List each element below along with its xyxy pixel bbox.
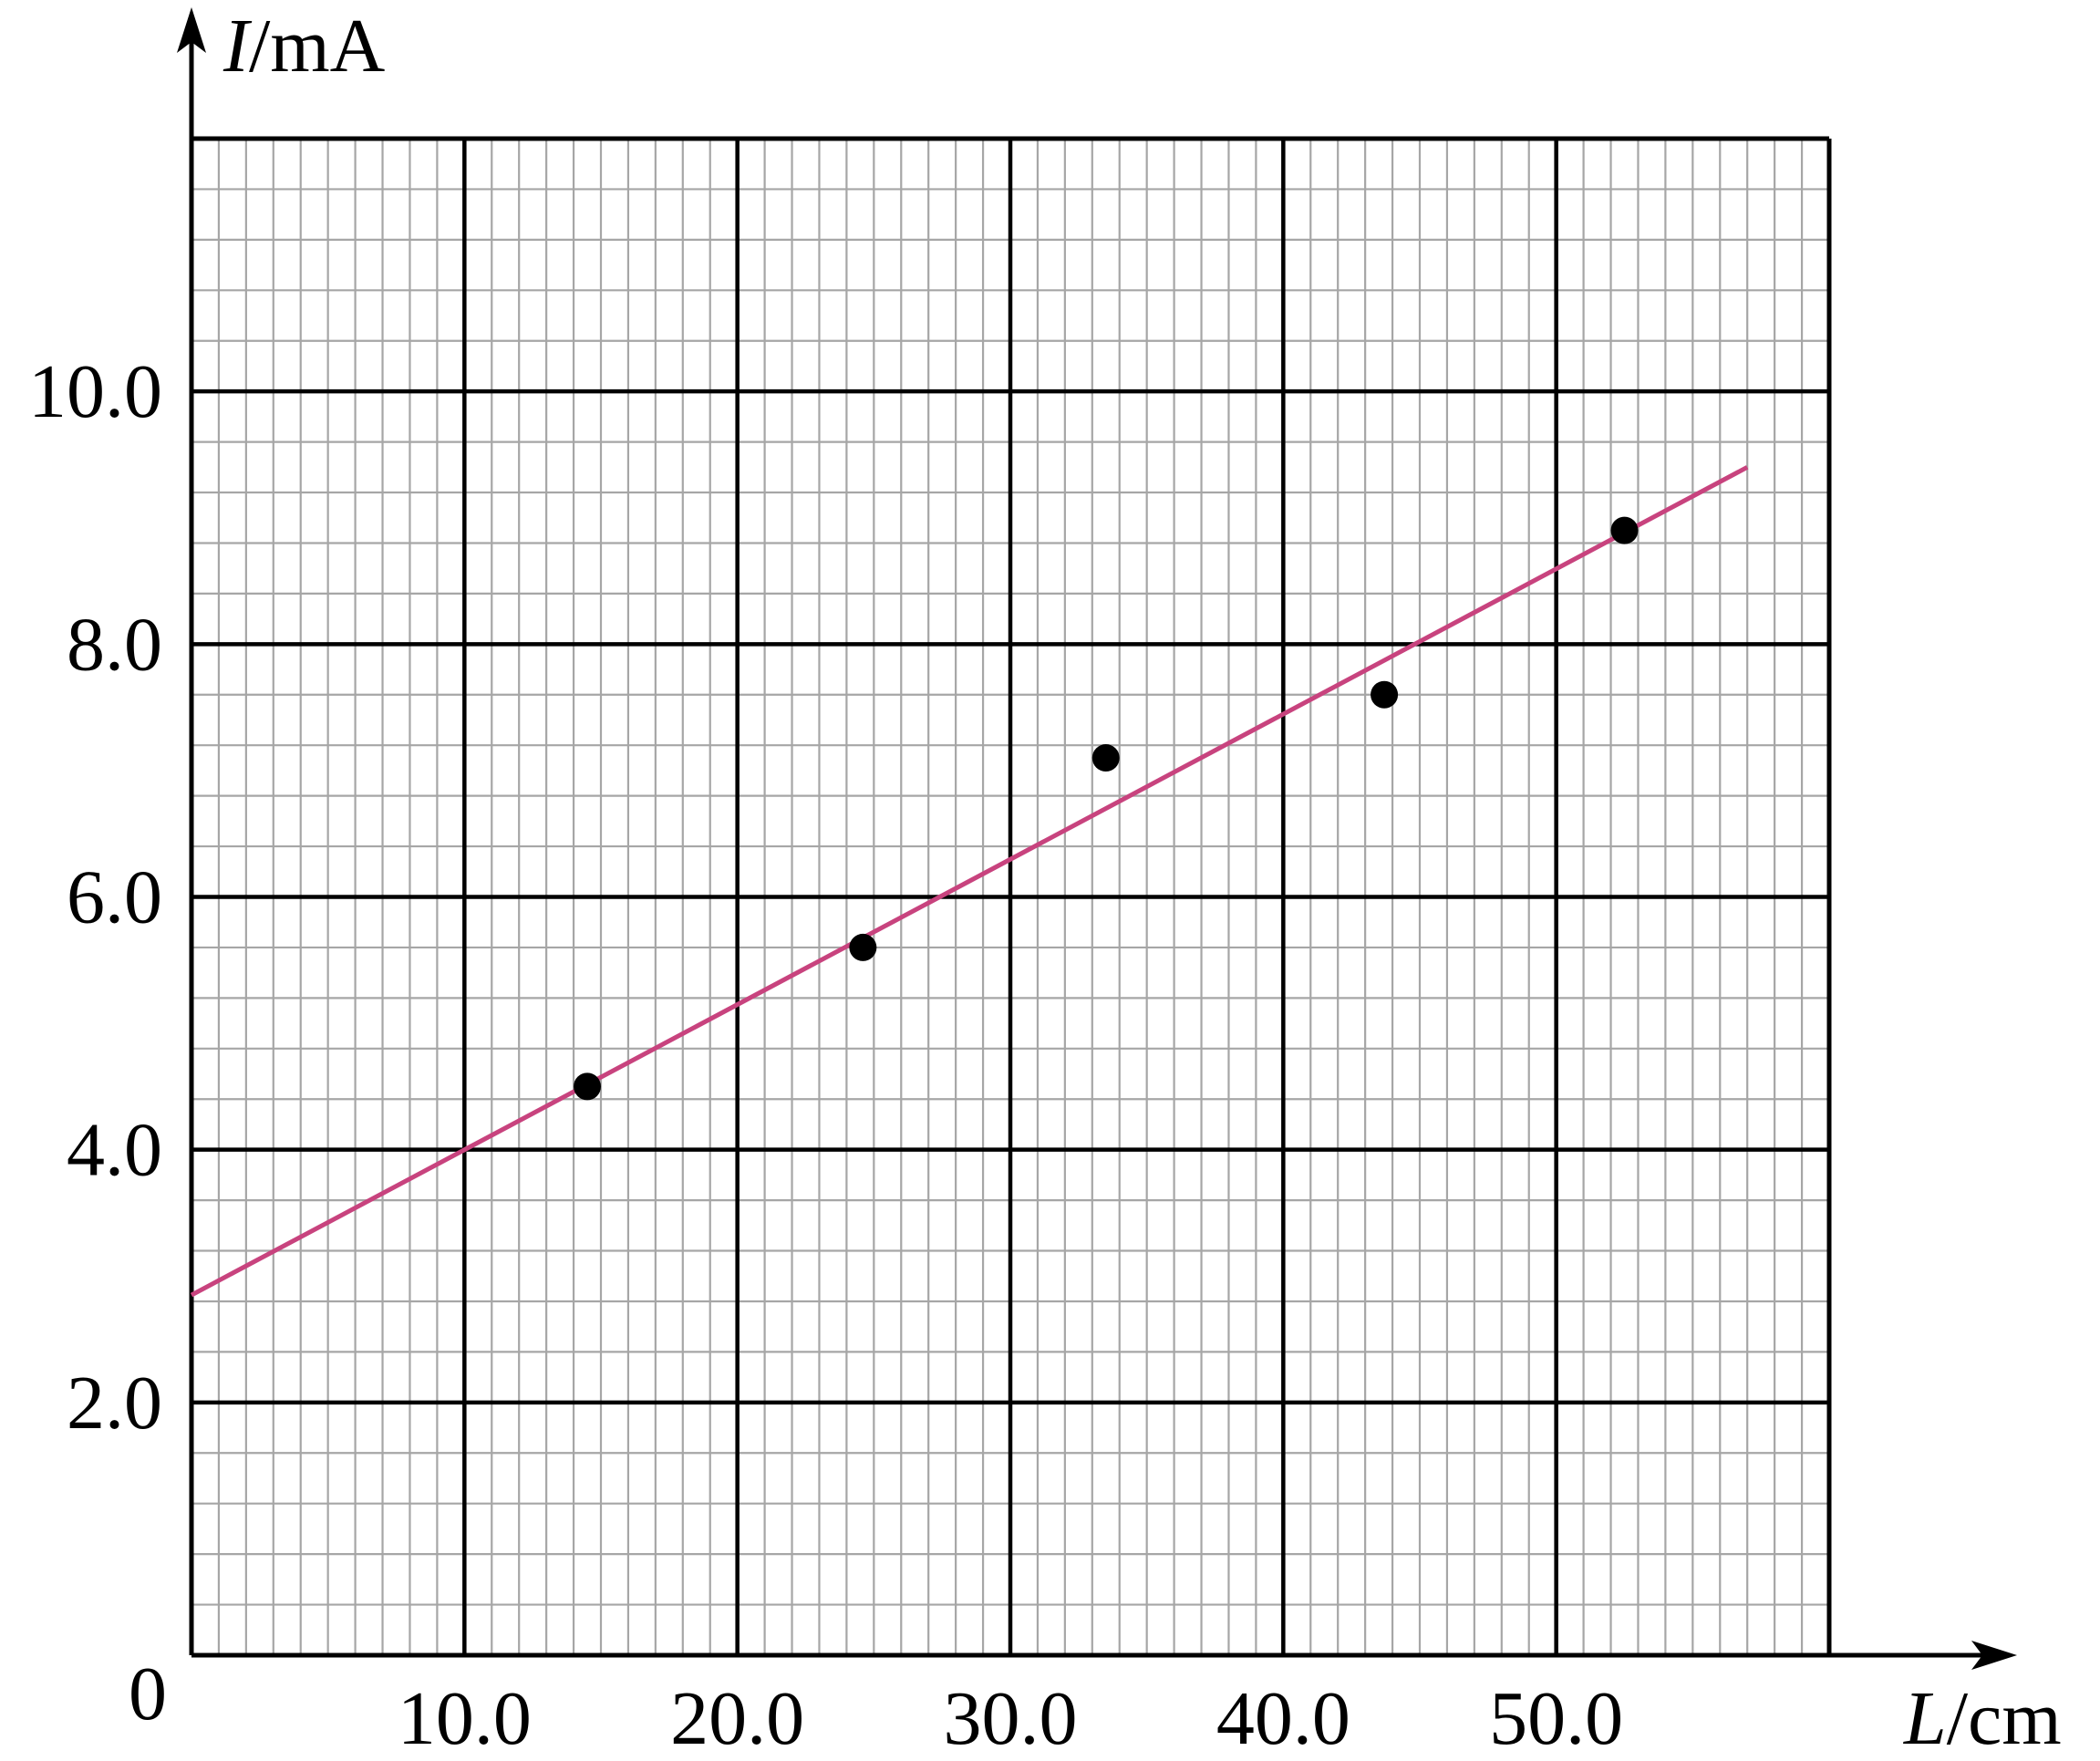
x-axis-label: L/cm — [1903, 1676, 2062, 1761]
y-tick-label: 8.0 — [67, 602, 162, 687]
data-point — [574, 1072, 602, 1101]
fit-line-group — [190, 465, 1749, 1298]
data-point — [1610, 516, 1639, 544]
x-tick-label: 10.0 — [398, 1676, 532, 1761]
y-axis-arrow — [177, 7, 206, 53]
x-axis-unit: /cm — [1947, 1676, 2062, 1761]
fit-line — [190, 465, 1749, 1298]
y-tick-label: 4.0 — [67, 1108, 162, 1193]
origin-label: 0 — [129, 1652, 167, 1736]
data-point — [1091, 744, 1120, 772]
x-tick-label: 30.0 — [944, 1676, 1078, 1761]
x-tick-label: 40.0 — [1216, 1676, 1350, 1761]
axes — [177, 7, 2017, 1670]
x-tick-label: 20.0 — [670, 1676, 804, 1761]
y-axis-unit: /mA — [249, 4, 386, 88]
major-grid — [191, 136, 1832, 1655]
data-point — [849, 933, 877, 961]
y-tick-label: 6.0 — [67, 855, 162, 940]
y-axis-label: I/mA — [222, 4, 386, 88]
x-axis-arrow — [1971, 1641, 2017, 1670]
data-point — [1371, 680, 1399, 709]
y-tick-label: 2.0 — [67, 1361, 162, 1445]
y-axis-var: I — [222, 4, 253, 88]
tick-labels: 10.0 20.0 30.0 40.0 50.0 2.0 4.0 6.0 8.0 10.0 — [28, 349, 1623, 1761]
y-tick-label: 10.0 — [28, 349, 162, 434]
data-points — [574, 516, 1639, 1101]
x-tick-label: 50.0 — [1489, 1676, 1623, 1761]
x-axis-var: L — [1903, 1676, 1947, 1761]
